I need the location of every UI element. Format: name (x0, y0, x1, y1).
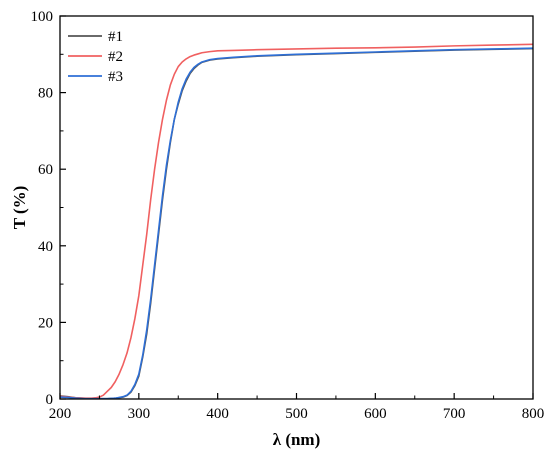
x-tick-label: 400 (206, 406, 229, 422)
ticks-layer (59, 15, 534, 400)
y-tick-label: 0 (46, 392, 54, 408)
series-line-3 (59, 47, 534, 400)
y-tick-label: 20 (38, 315, 53, 331)
x-tick-label: 500 (285, 406, 308, 422)
x-tick-label: 700 (443, 406, 466, 422)
x-tick-label: 800 (522, 406, 545, 422)
y-tick-label: 60 (38, 162, 53, 178)
plot-frame (59, 15, 534, 400)
x-tick-label: 300 (128, 406, 151, 422)
y-tick-label: 100 (31, 9, 54, 25)
x-tick-label: 600 (364, 406, 387, 422)
legend-label-1: #1 (108, 29, 123, 45)
y-axis-title: T (%) (10, 186, 29, 230)
y-tick-label: 80 (38, 86, 53, 102)
x-tick-label: 200 (49, 406, 72, 422)
tick-labels-layer: 200 300 400 500 600 700 800 0 20 40 60 80 100 (31, 9, 545, 422)
x-axis-title: λ (nm) (273, 430, 321, 449)
series-line-1 (59, 47, 534, 400)
series-line-2 (59, 43, 534, 400)
legend-label-2: #2 (108, 49, 123, 65)
legend: #1 #2 #3 (68, 29, 123, 85)
series-layer (59, 43, 534, 400)
y-tick-label: 40 (38, 239, 53, 255)
legend-label-3: #3 (108, 69, 123, 85)
